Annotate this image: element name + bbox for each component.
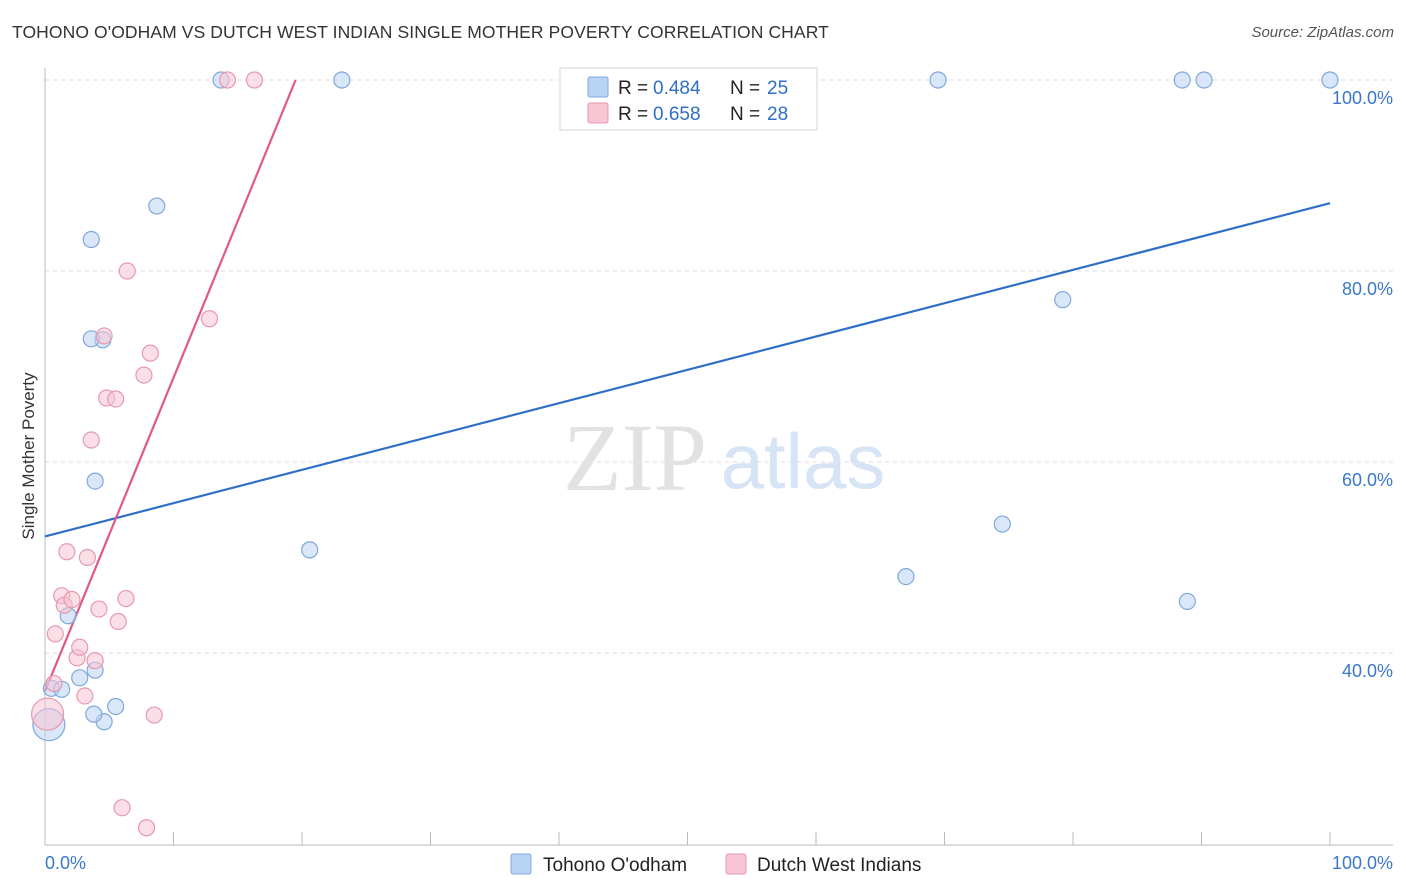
- y-tick-40: 40.0%: [1342, 661, 1393, 681]
- point-blue-16: [301, 541, 319, 559]
- data-points: [30, 71, 1339, 837]
- point-pink-5: [58, 543, 76, 561]
- point-blue-15: [333, 71, 351, 89]
- source-label: Source: ZipAtlas.com: [1251, 24, 1394, 41]
- point-pink-14: [95, 327, 113, 345]
- point-pink-22: [145, 706, 163, 724]
- bottom-legend-label-2: Dutch West Indians: [757, 855, 921, 876]
- point-pink-26: [218, 71, 237, 89]
- point-blue-17: [929, 71, 947, 89]
- series-legend: Tohono O'odham Dutch West Indians: [510, 853, 921, 876]
- x-axis-ticks: [44, 832, 1331, 845]
- legend-swatch-blue: [587, 76, 609, 98]
- legend-n-value-1: 25: [767, 78, 788, 99]
- chart-title: TOHONO O'ODHAM VS DUTCH WEST INDIAN SING…: [12, 22, 829, 42]
- legend-r-label-2: R =: [618, 104, 648, 125]
- y-axis-label: Single Mother Poverty: [19, 372, 38, 540]
- point-pink-18: [117, 589, 135, 608]
- legend-n-label-1: N =: [730, 78, 760, 99]
- watermark-atlas: atlas: [721, 417, 886, 505]
- legend-n-value-2: 28: [767, 104, 788, 125]
- point-pink-17: [109, 612, 127, 631]
- point-pink-24: [137, 819, 156, 837]
- y-tick-100: 100.0%: [1332, 88, 1393, 108]
- point-blue-9: [107, 697, 125, 716]
- grid-lines: [45, 79, 1393, 654]
- point-pink-13: [90, 600, 108, 618]
- point-pink-16: [107, 390, 125, 408]
- point-blue-13: [148, 197, 166, 215]
- watermark: ZIP atlas: [563, 404, 885, 511]
- point-blue-21: [1173, 71, 1191, 89]
- point-pink-19: [118, 262, 136, 280]
- point-pink-27: [245, 71, 264, 89]
- y-tick-80: 80.0%: [1342, 279, 1393, 299]
- y-tick-labels: 100.0% 80.0% 60.0% 40.0%: [1332, 88, 1393, 681]
- legend-swatch-pink: [587, 102, 609, 124]
- point-pink-25: [200, 310, 219, 328]
- x-tick-0: 0.0%: [45, 853, 86, 873]
- point-blue-8: [85, 705, 103, 723]
- point-pink-1: [45, 674, 63, 693]
- bottom-legend-label-1: Tohono O'odham: [543, 855, 687, 876]
- point-pink-12: [86, 652, 104, 670]
- point-pink-21: [141, 344, 159, 362]
- point-pink-10: [78, 548, 97, 567]
- point-pink-0: [30, 697, 65, 731]
- point-blue-23: [1195, 71, 1213, 89]
- legend-r-value-2: 0.658: [653, 104, 701, 125]
- legend-n-label-2: N =: [730, 104, 760, 125]
- trend-lines: [43, 79, 1331, 692]
- point-blue-3: [71, 669, 89, 687]
- watermark-zip: ZIP: [563, 404, 707, 511]
- point-pink-2: [46, 625, 64, 643]
- bottom-legend-swatch-blue: [510, 853, 532, 875]
- point-pink-9: [76, 687, 94, 705]
- point-blue-22: [1178, 592, 1196, 611]
- x-tick-100: 100.0%: [1332, 853, 1393, 873]
- bottom-legend-swatch-pink: [725, 853, 747, 875]
- legend-r-label-1: R =: [618, 78, 648, 99]
- point-pink-6: [63, 590, 81, 609]
- point-blue-12: [82, 230, 100, 249]
- legend-r-value-1: 0.484: [653, 78, 701, 99]
- trend-line-pink: [43, 79, 297, 692]
- point-pink-20: [135, 366, 153, 384]
- point-blue-18: [897, 567, 915, 586]
- point-blue-11: [86, 472, 104, 490]
- trend-line-blue: [44, 202, 1331, 538]
- y-tick-60: 60.0%: [1342, 470, 1393, 490]
- point-pink-23: [113, 799, 131, 817]
- point-pink-8: [71, 638, 89, 656]
- point-blue-19: [993, 515, 1011, 533]
- point-pink-11: [82, 431, 100, 449]
- stats-legend: R = 0.484 N = 25 R = 0.658 N = 28: [559, 67, 818, 131]
- point-blue-24: [1321, 71, 1339, 89]
- point-blue-20: [1054, 291, 1072, 309]
